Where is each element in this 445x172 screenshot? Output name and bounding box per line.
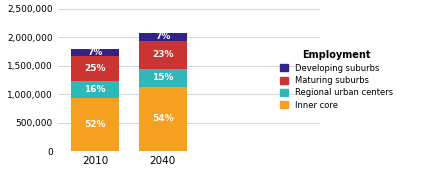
Text: 7%: 7% xyxy=(155,32,170,41)
Text: 25%: 25% xyxy=(85,64,106,73)
Text: 54%: 54% xyxy=(152,115,174,123)
Bar xyxy=(71,49,119,56)
Text: 7%: 7% xyxy=(87,48,103,57)
Bar xyxy=(71,98,119,151)
Text: 23%: 23% xyxy=(152,50,174,59)
Bar xyxy=(71,56,119,82)
Legend: Developing suburbs, Maturing suburbs, Regional urban centers, Inner core: Developing suburbs, Maturing suburbs, Re… xyxy=(277,48,396,112)
Bar xyxy=(139,41,186,69)
Bar xyxy=(139,87,186,151)
Text: 52%: 52% xyxy=(85,120,106,129)
Text: 16%: 16% xyxy=(85,85,106,94)
Text: 15%: 15% xyxy=(152,73,174,82)
Bar xyxy=(139,33,186,41)
Bar xyxy=(139,69,186,87)
Bar xyxy=(71,82,119,98)
